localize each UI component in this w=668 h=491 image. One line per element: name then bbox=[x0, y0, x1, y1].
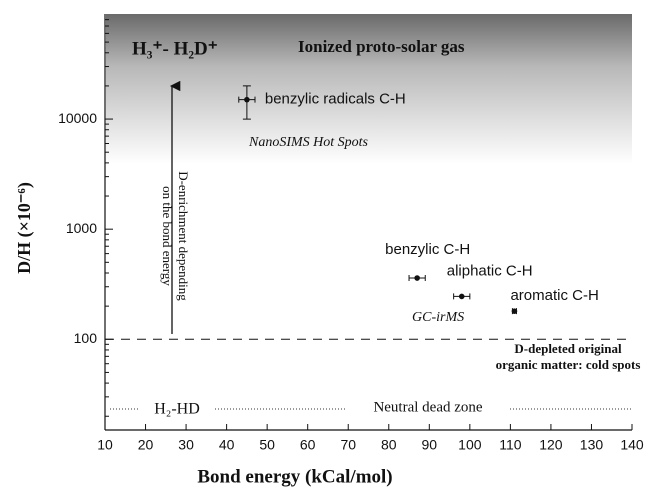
y-tick-label: 100 bbox=[74, 330, 98, 346]
x-tick-label: 10 bbox=[97, 437, 113, 453]
x-tick-label: 130 bbox=[580, 437, 604, 453]
y-tick-label: 1000 bbox=[66, 220, 97, 236]
x-axis-title: Bond energy (kCal/mol) bbox=[197, 466, 392, 487]
y-axis-title: D/H (×10⁻⁶) bbox=[14, 182, 35, 274]
neutral-zone: Neutral dead zone bbox=[373, 399, 482, 415]
arrow-text: D-enrichment depending bbox=[176, 171, 191, 301]
x-tick-label: 20 bbox=[138, 437, 154, 453]
x-tick-label: 70 bbox=[340, 437, 356, 453]
y-tick-label: 10000 bbox=[58, 110, 97, 126]
point-label: benzylic radicals C-H bbox=[265, 91, 406, 108]
cold-spots: D-depleted original bbox=[514, 341, 622, 356]
hot-spots: NanoSIMS Hot Spots bbox=[248, 135, 369, 150]
data-point bbox=[511, 308, 518, 314]
ion-species: H₃⁺- H₂D⁺ bbox=[132, 38, 218, 59]
cold-spots: organic matter: cold spots bbox=[496, 357, 641, 372]
x-tick-label: 40 bbox=[219, 437, 235, 453]
point-label: aliphatic C-H bbox=[447, 262, 533, 279]
x-tick-label: 50 bbox=[259, 437, 275, 453]
point-label: aromatic C-H bbox=[510, 287, 598, 304]
x-tick-label: 100 bbox=[458, 437, 482, 453]
x-tick-label: 120 bbox=[539, 437, 563, 453]
x-tick-label: 90 bbox=[422, 437, 438, 453]
x-tick-label: 60 bbox=[300, 437, 316, 453]
x-tick-label: 140 bbox=[620, 437, 644, 453]
x-tick-label: 30 bbox=[178, 437, 194, 453]
data-point bbox=[458, 293, 465, 300]
data-point bbox=[414, 275, 420, 281]
ion-zone: Ionized proto-solar gas bbox=[298, 37, 465, 56]
ionized-zone-shade bbox=[106, 14, 632, 164]
y-error-bar bbox=[242, 85, 251, 120]
data-point bbox=[244, 96, 250, 103]
x-tick-label: 80 bbox=[381, 437, 397, 453]
gc-label: GC-irMS bbox=[412, 310, 464, 325]
point-label: benzylic C-H bbox=[385, 241, 470, 258]
x-tick-label: 110 bbox=[499, 437, 522, 453]
neutral-species: H₂-HD bbox=[154, 401, 200, 418]
arrow-text: on the bond energy bbox=[160, 186, 175, 286]
